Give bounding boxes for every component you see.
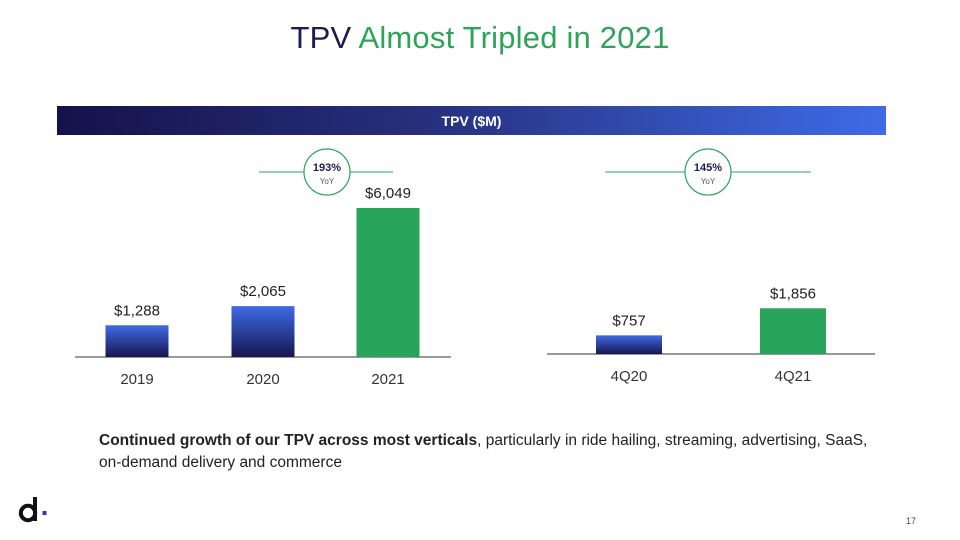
tick-label-4Q21: 4Q21 [775,368,812,385]
growth-sub: YoY [320,177,335,186]
tick-label-2021: 2021 [371,371,404,388]
description-rest: , particularly in ride hailing, streamin… [99,432,868,471]
bar-2019 [105,325,169,357]
data-label-2021: $6,049 [365,185,411,202]
bar-2020 [231,306,295,357]
description-bold: Continued growth of our TPV across most … [99,432,478,449]
page-number: 17 [905,516,916,526]
title-part-1: TPV [290,20,352,55]
tick-label-2020: 2020 [246,371,279,388]
growth-badge [684,148,732,196]
tick-label-2019: 2019 [120,371,153,388]
bar-4Q20 [596,335,662,354]
data-label-4Q20: $757 [612,312,645,329]
banner-label: TPV ($M) [441,112,502,129]
chart-banner: TPV ($M) [57,106,886,135]
data-label-4Q21: $1,856 [770,285,816,302]
growth-value: 145% [694,162,722,174]
data-label-2020: $2,065 [240,283,286,300]
title-part-2: Almost Tripled in 2021 [358,20,670,55]
description: Continued growth of our TPV across most … [99,430,889,474]
data-label-2019: $1,288 [114,302,160,319]
dlocal-logo-icon [18,497,47,523]
growth-sub: YoY [701,177,716,186]
page-title: TPV Almost Tripled in 2021 [0,20,960,56]
tick-label-4Q20: 4Q20 [611,368,648,385]
bar-4Q21 [760,308,826,354]
bar-2021 [356,208,420,357]
growth-badge [303,148,351,196]
growth-value: 193% [313,162,341,174]
